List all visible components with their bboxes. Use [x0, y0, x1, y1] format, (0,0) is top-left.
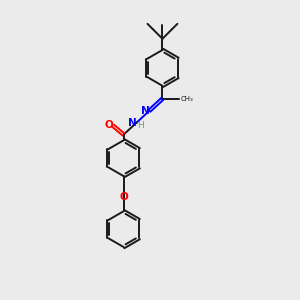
Text: CH₃: CH₃	[180, 96, 193, 102]
Text: N: N	[128, 118, 137, 128]
Text: O: O	[119, 192, 128, 202]
Text: H: H	[137, 121, 144, 130]
Text: N: N	[141, 106, 150, 116]
Text: O: O	[105, 120, 113, 130]
